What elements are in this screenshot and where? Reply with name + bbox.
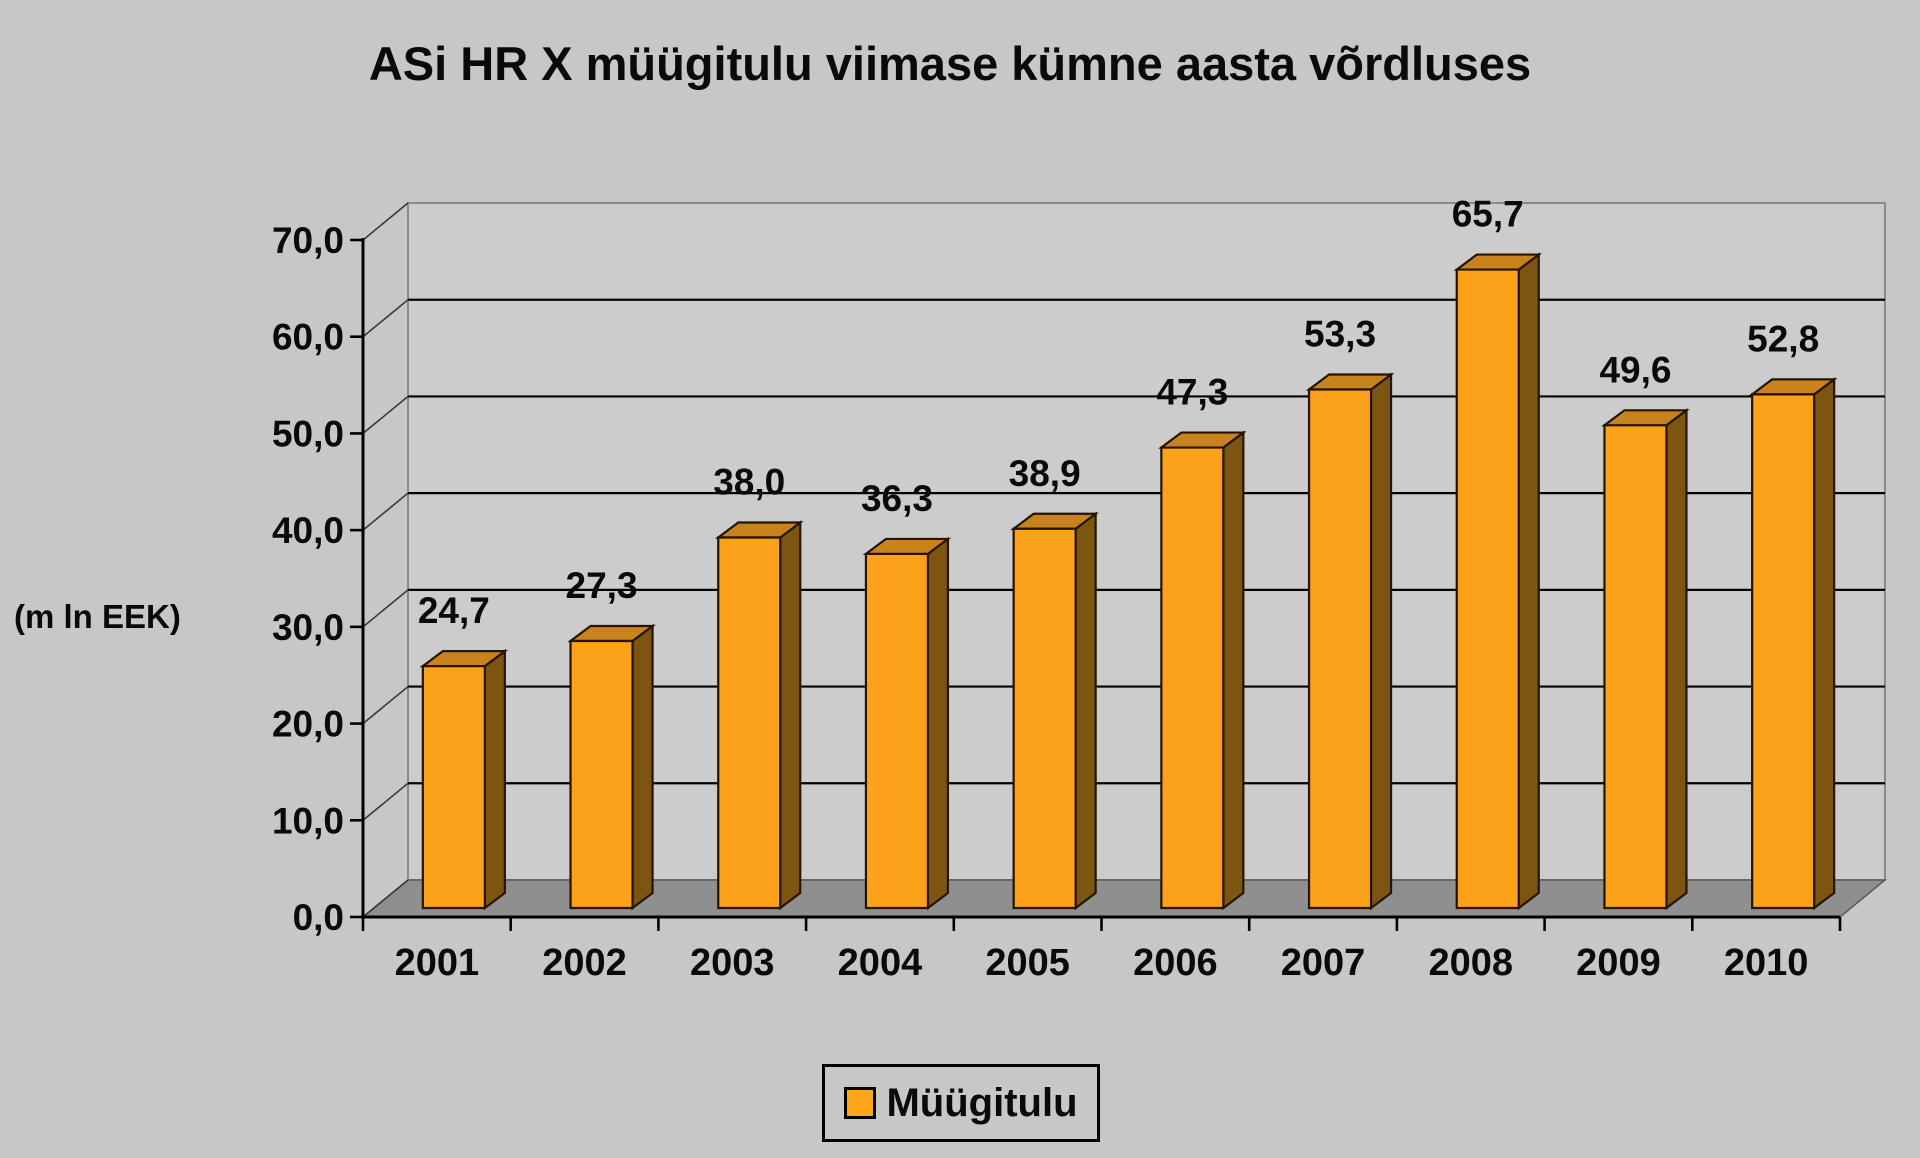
legend-label: Müügitulu	[886, 1080, 1078, 1125]
value-label-2006: 47,3	[1156, 372, 1228, 413]
legend: Müügitulu	[822, 1064, 1100, 1142]
x-tick-label-2005: 2005	[985, 942, 1070, 984]
bar-2004	[862, 536, 952, 911]
bar-front-face	[421, 665, 486, 910]
bar-front-face	[864, 552, 930, 910]
x-tick-label-2010: 2010	[1724, 942, 1809, 984]
y-tick-label-20: 20,0	[272, 704, 344, 745]
value-label-2009: 49,6	[1599, 349, 1671, 390]
y-axis-unit-label: (m ln EEK)	[14, 598, 181, 635]
bar-front-face	[1160, 446, 1225, 910]
bar-front-face	[717, 536, 782, 910]
x-tick-label-2007: 2007	[1281, 942, 1366, 984]
bar-2002	[567, 623, 656, 911]
bar-side-face	[779, 520, 802, 911]
bar-side-face	[1665, 408, 1688, 911]
bar-side-face	[1813, 377, 1836, 911]
bar-2006	[1158, 430, 1247, 911]
bar-2005	[1010, 511, 1099, 911]
x-tick-label-2006: 2006	[1133, 942, 1218, 984]
bar-front-face	[1307, 388, 1373, 910]
bar-2003	[714, 520, 804, 911]
bar-2001	[419, 648, 509, 911]
x-tick-label-2003: 2003	[690, 942, 775, 984]
x-tick-label-2002: 2002	[542, 942, 627, 984]
value-label-2003: 38,0	[713, 461, 785, 502]
depth-connector-70	[362, 202, 409, 241]
x-tick-label-2008: 2008	[1428, 942, 1513, 984]
y-tick-label-40: 40,0	[272, 510, 344, 551]
value-label-2007: 53,3	[1304, 314, 1376, 355]
y-tick-label-70: 70,0	[272, 220, 344, 261]
bar-side-face	[926, 536, 950, 911]
bar-side-face	[1369, 372, 1393, 911]
bar-side-face	[483, 648, 506, 911]
depth-connector-30	[362, 589, 409, 628]
depth-connector-40	[362, 492, 409, 531]
bar-2008	[1453, 252, 1543, 911]
value-label-2002: 27,3	[566, 565, 638, 606]
y-tick-label-10: 10,0	[272, 800, 344, 841]
y-tick-label-0: 0,0	[293, 897, 344, 938]
bar-front-face	[1603, 424, 1668, 910]
bar-side-face	[1222, 430, 1245, 911]
chart-title: ASi HR X müügitulu viimase kümne aasta v…	[368, 37, 1532, 90]
y-tick-label-50: 50,0	[272, 413, 344, 454]
x-tick-label-2009: 2009	[1576, 942, 1661, 984]
bar-side-face	[1074, 511, 1097, 911]
value-label-2004: 36,3	[861, 478, 933, 519]
bar-2007	[1305, 372, 1395, 911]
depth-connector-10	[362, 782, 409, 821]
bar-front-face	[1012, 527, 1077, 910]
depth-connector-20	[362, 685, 409, 725]
y-tick-label-60: 60,0	[272, 317, 344, 358]
depth-connector-0	[362, 879, 409, 918]
value-label-2005: 38,9	[1009, 453, 1081, 494]
x-tick-label-2001: 2001	[395, 942, 480, 984]
value-label-2008: 65,7	[1452, 194, 1524, 235]
x-tick-label-2004: 2004	[838, 942, 923, 984]
bar-front-face	[569, 639, 634, 910]
y-tick-label-30: 30,0	[272, 607, 344, 648]
bar-front-face	[1455, 268, 1520, 910]
bar-front-face	[1751, 393, 1816, 910]
depth-connector-50	[362, 395, 409, 435]
depth-connector-60	[362, 299, 409, 338]
legend-marker-icon	[844, 1087, 877, 1119]
value-label-2010: 52,8	[1747, 318, 1819, 359]
bar-side-face	[631, 623, 654, 911]
bar-2010	[1748, 377, 1838, 911]
value-label-2001: 24,7	[418, 590, 490, 631]
bar-2009	[1601, 408, 1690, 911]
bar-side-face	[1517, 252, 1540, 911]
